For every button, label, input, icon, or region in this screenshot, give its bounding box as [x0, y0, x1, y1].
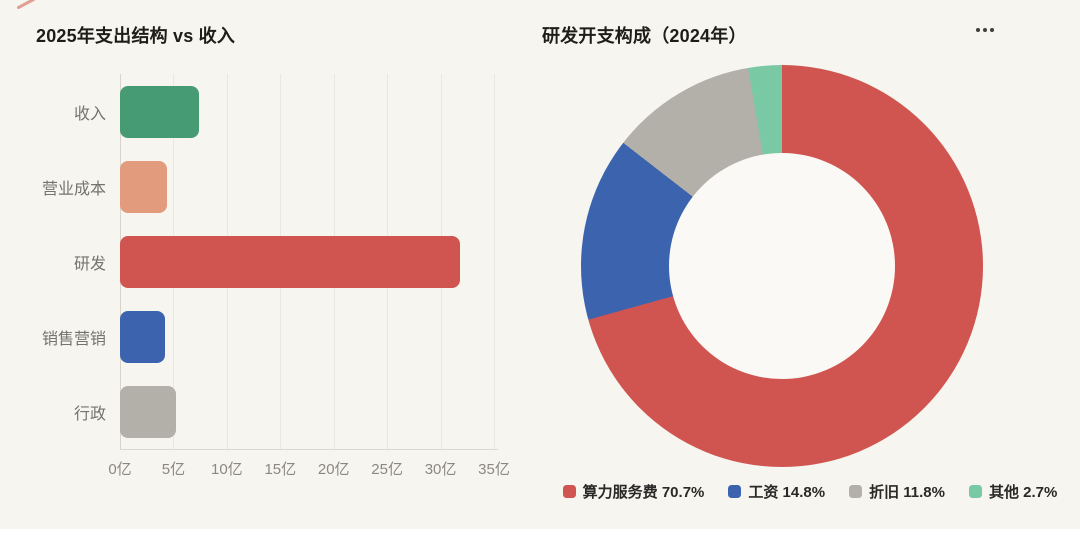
- legend-item-2[interactable]: 折旧 11.8%: [849, 481, 945, 502]
- bar-category-label: 行政: [73, 406, 106, 424]
- bar-1[interactable]: [120, 160, 168, 213]
- x-tick-label: 0亿: [108, 461, 132, 478]
- x-tick-label: 10亿: [211, 461, 243, 478]
- legend-label: 其他 2.7%: [988, 484, 1058, 501]
- bar-row: [120, 74, 494, 149]
- bar-4[interactable]: [120, 386, 176, 439]
- bar-chart-panel: 2025年支出结构 vs 收入 收入营业成本研发销售营销行政 0亿 5亿 10亿 15…: [36, 26, 540, 480]
- bar-chart-plot: [120, 74, 498, 450]
- ellipsis-menu-icon[interactable]: [972, 24, 998, 36]
- bar-row: [120, 224, 494, 299]
- legend-swatch: [728, 485, 742, 498]
- x-tick-label: 5亿: [161, 461, 186, 478]
- legend-item-3[interactable]: 其他 2.7%: [968, 481, 1058, 502]
- bar-chart: 收入营业成本研发销售营销行政: [36, 74, 540, 450]
- bar-category-label: 研发: [73, 256, 106, 273]
- x-tick-label: 20亿: [317, 461, 350, 478]
- legend-label: 折旧 11.8%: [869, 484, 945, 501]
- bar-chart-title: 2025年支出结构 vs 收入: [36, 26, 236, 46]
- donut-chart-panel: 研发开支构成（2024年） 算力服务费 70.7% 工资 14.8% 折旧 11.8…: [540, 0, 1080, 535]
- x-tick-label: 30亿: [424, 461, 457, 478]
- x-axis-line: [120, 449, 498, 450]
- bar-rows: [120, 74, 494, 450]
- donut-chart[interactable]: [581, 65, 983, 467]
- bar-category-label: 收入: [73, 105, 106, 123]
- x-tick-label: 25亿: [371, 461, 403, 478]
- bar-chart-x-axis: 0亿 5亿 10亿 15亿 20亿 25亿 30亿 35亿: [108, 450, 510, 480]
- legend-item-0[interactable]: 算力服务费 70.7%: [562, 481, 705, 502]
- donut-chart-title: 研发开支构成（2024年）: [542, 26, 747, 46]
- x-tick-label: 15亿: [264, 461, 297, 478]
- bar-category-label: 营业成本: [41, 180, 106, 198]
- bar-3[interactable]: [120, 311, 165, 364]
- legend-label: 算力服务费 70.7%: [582, 484, 705, 501]
- bar-row: [120, 149, 494, 224]
- legend-item-1[interactable]: 工资 14.8%: [728, 481, 825, 502]
- bar-row: [120, 375, 494, 450]
- legend-label: 工资 14.8%: [748, 484, 826, 501]
- x-tick-label: 35亿: [478, 461, 510, 478]
- bar-row: [120, 300, 494, 375]
- bar-category-labels: 收入营业成本研发销售营销行政: [36, 74, 120, 450]
- legend-swatch: [849, 485, 863, 498]
- bar-category-label: 销售营销: [41, 331, 106, 349]
- legend-swatch: [968, 485, 982, 498]
- bar-0[interactable]: [120, 85, 200, 138]
- bar-2[interactable]: [120, 236, 460, 288]
- legend-swatch: [562, 485, 576, 498]
- bottom-white-strip: [0, 529, 1080, 535]
- donut-legend: 算力服务费 70.7% 工资 14.8% 折旧 11.8% 其他 2.7%: [540, 481, 1080, 502]
- gridline: [494, 74, 495, 450]
